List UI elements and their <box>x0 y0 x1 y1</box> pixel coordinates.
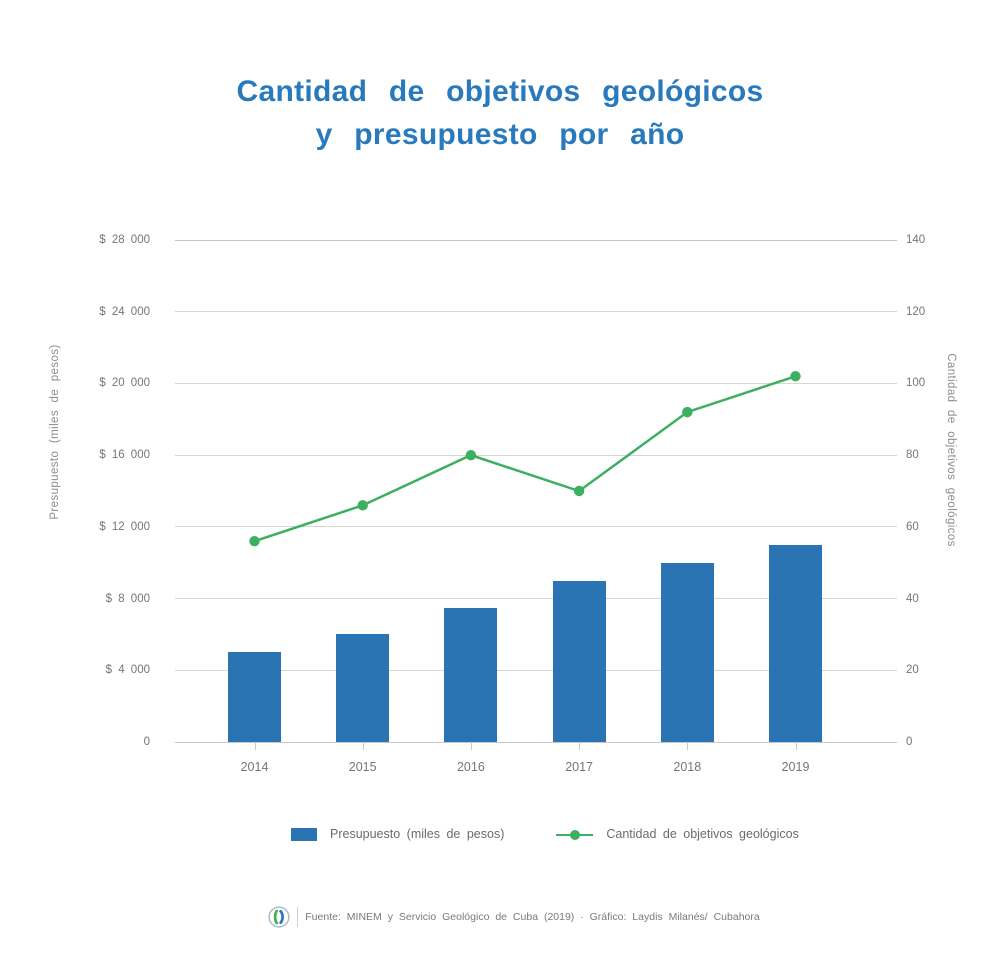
left-axis-title: Presupuesto (miles de pesos) <box>49 344 61 520</box>
right-axis-tick-label: 100 <box>906 377 926 390</box>
line-path <box>254 375 796 543</box>
footer-source-text: Fuente: MINEM y Servicio Geológico de Cu… <box>305 911 760 923</box>
left-axis-tick-label: $ 8 000 <box>105 592 150 605</box>
x-axis-tick <box>795 742 797 750</box>
bar-2015 <box>336 634 390 742</box>
legend-item-budget: Presupuesto (miles de pesos) <box>291 827 504 841</box>
gridline <box>175 382 897 384</box>
x-axis-label-2014: 2014 <box>240 760 269 774</box>
line-point-2015 <box>357 500 368 511</box>
cubahora-logo-icon <box>268 906 290 928</box>
gridline <box>175 239 897 241</box>
right-axis-tick-label: 140 <box>906 234 926 246</box>
x-axis-tick <box>687 742 689 750</box>
chart-title-line2: y presupuesto por año <box>315 118 685 151</box>
footer-divider <box>297 907 299 927</box>
line-point-2017 <box>573 485 585 497</box>
left-axis-tick-label: $ 24 000 <box>99 305 150 318</box>
bar-2019 <box>769 544 822 742</box>
bar-swatch-icon <box>291 827 317 841</box>
left-axis-tick-label: $ 28 000 <box>99 234 150 246</box>
gridline <box>175 526 897 528</box>
chart-title-line1: Cantidad de objetivos geológicos <box>236 75 764 108</box>
legend-item-objectives: Cantidad de objetivos geológicos <box>556 827 799 841</box>
line-point-2014 <box>249 536 260 547</box>
x-axis-label-2019: 2019 <box>781 760 810 774</box>
gridline <box>175 669 897 671</box>
gridline <box>175 454 897 456</box>
x-axis-label-2016: 2016 <box>456 760 485 774</box>
left-axis-tick-label: 0 <box>143 736 150 748</box>
right-axis-tick-label: 20 <box>906 664 919 677</box>
x-axis-tick <box>254 742 256 750</box>
bar-2014 <box>228 652 281 742</box>
legend-label-budget: Presupuesto (miles de pesos) <box>330 827 505 841</box>
chart-legend: Presupuesto (miles de pesos) Cantidad de… <box>291 827 799 841</box>
x-axis-tick <box>470 742 472 750</box>
left-axis-tick-label: $ 12 000 <box>99 520 150 533</box>
line-point-2018 <box>682 406 693 418</box>
right-axis-tick-label: 120 <box>906 305 926 318</box>
legend-label-objectives: Cantidad de objetivos geológicos <box>606 827 799 841</box>
line-point-2016 <box>465 449 477 461</box>
objectives-line-series <box>249 371 801 547</box>
chart-title: Cantidad de objetivos geológicos y presu… <box>0 70 1000 156</box>
x-axis-tick <box>362 742 364 750</box>
x-axis-tick <box>579 742 581 750</box>
gridline <box>175 598 897 600</box>
left-axis-tick-label: $ 20 000 <box>99 377 150 390</box>
x-axis-label-2018: 2018 <box>673 760 702 774</box>
right-axis-tick-label: 60 <box>906 520 919 533</box>
right-axis-title: Cantidad de objetivos geológicos <box>945 353 957 547</box>
line-point-2019 <box>790 371 801 382</box>
bar-2017 <box>552 580 606 742</box>
line-swatch-icon <box>556 828 594 841</box>
bar-2016 <box>444 607 498 742</box>
right-axis-tick-label: 0 <box>906 736 913 748</box>
left-axis-tick-label: $ 16 000 <box>99 449 150 462</box>
right-axis-tick-label: 40 <box>906 592 919 605</box>
gridline <box>175 741 897 743</box>
gridline <box>175 311 897 313</box>
x-axis-label-2017: 2017 <box>565 760 593 774</box>
x-axis-label-2015: 2015 <box>348 760 377 774</box>
left-axis-tick-label: $ 4 000 <box>105 664 150 677</box>
right-axis-tick-label: 80 <box>906 449 919 462</box>
bar-2018 <box>660 562 714 742</box>
source-footer: Fuente: MINEM y Servicio Geológico de Cu… <box>14 906 1000 928</box>
